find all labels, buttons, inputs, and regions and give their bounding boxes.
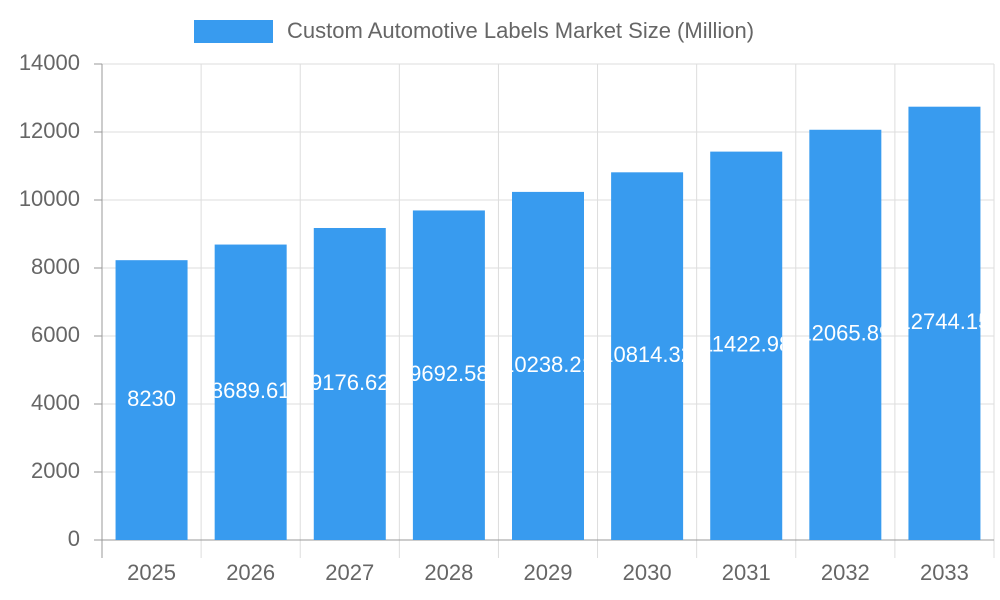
y-tick-label: 12000 [19, 118, 80, 143]
y-tick-label: 8000 [31, 254, 80, 279]
data-label: 12744.15 [899, 309, 991, 334]
data-label: 8230 [127, 386, 176, 411]
bar [313, 227, 386, 540]
x-tick-label: 2031 [722, 560, 771, 585]
bar [809, 129, 882, 540]
y-tick-label: 14000 [19, 50, 80, 75]
x-tick-label: 2029 [524, 560, 573, 585]
x-tick-label: 2030 [623, 560, 672, 585]
bar [115, 260, 188, 540]
x-tick-label: 2025 [127, 560, 176, 585]
bar [611, 172, 684, 541]
data-label: 8689.61 [211, 378, 291, 403]
y-tick-label: 2000 [31, 458, 80, 483]
legend-label: Custom Automotive Labels Market Size (Mi… [287, 18, 754, 43]
bar [908, 106, 981, 540]
data-label: 9176.62 [310, 370, 390, 395]
bar [214, 244, 287, 540]
y-tick-label: 4000 [31, 390, 80, 415]
y-tick-label: 10000 [19, 186, 80, 211]
data-label: 10238.21 [502, 352, 594, 377]
y-tick-label: 0 [68, 526, 80, 551]
bar [710, 151, 783, 540]
bar [512, 191, 584, 540]
x-tick-label: 2026 [226, 560, 275, 585]
legend-swatch [194, 20, 273, 43]
data-label: 11422.98 [701, 332, 791, 357]
x-tick-label: 2028 [424, 560, 473, 585]
y-tick-label: 6000 [31, 322, 80, 347]
data-label: 12065.89 [799, 321, 891, 346]
data-label: 9692.58 [409, 361, 489, 386]
data-label: 10814.32 [601, 342, 693, 367]
x-tick-label: 2027 [325, 560, 374, 585]
x-tick-label: 2032 [821, 560, 870, 585]
bar [412, 210, 485, 541]
x-tick-label: 2033 [920, 560, 969, 585]
